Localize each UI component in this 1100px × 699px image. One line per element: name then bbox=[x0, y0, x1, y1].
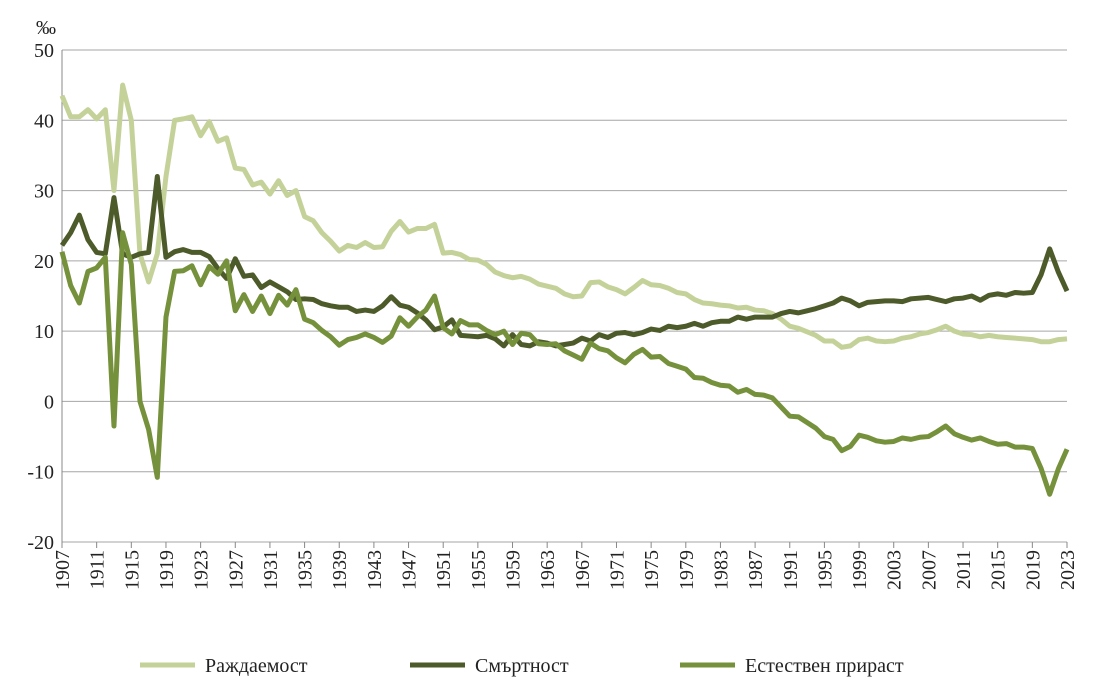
x-tick-label: 1979 bbox=[676, 550, 698, 590]
series-line bbox=[59, 230, 1070, 497]
x-tick-label: 1975 bbox=[641, 550, 663, 590]
x-tick-label: 2015 bbox=[988, 550, 1010, 590]
x-tick-label: 2023 bbox=[1057, 550, 1079, 590]
x-tick-label: 1935 bbox=[295, 550, 317, 590]
x-tick-label: 1995 bbox=[814, 550, 836, 590]
x-tick-label: 1927 bbox=[225, 550, 247, 590]
y-tick-label: 10 bbox=[34, 321, 54, 343]
x-tick-label: 1915 bbox=[121, 550, 143, 590]
y-tick-label: 50 bbox=[34, 40, 54, 62]
x-tick-label: 1987 bbox=[745, 550, 767, 590]
x-tick-label: 1939 bbox=[329, 550, 351, 590]
y-tick-label: 40 bbox=[34, 110, 54, 132]
y-axis-unit: ‰ bbox=[36, 17, 56, 39]
x-tick-label: 2007 bbox=[918, 550, 940, 590]
x-tick-label: 1959 bbox=[503, 550, 525, 590]
x-tick-label: 1967 bbox=[572, 550, 594, 590]
y-tick-label: 30 bbox=[34, 181, 54, 203]
x-tick-label: 1991 bbox=[780, 550, 802, 590]
x-tick-label: 1963 bbox=[537, 550, 559, 590]
x-tick-label: 1943 bbox=[364, 550, 386, 590]
legend-label: Раждаемост bbox=[205, 655, 308, 677]
x-tick-label: 1923 bbox=[191, 550, 213, 590]
x-tick-label: 1999 bbox=[849, 550, 871, 590]
x-tick-label: 2019 bbox=[1022, 550, 1044, 590]
x-tick-label: 1931 bbox=[260, 550, 282, 590]
x-tick-label: 1911 bbox=[87, 550, 109, 589]
x-tick-label: 1955 bbox=[468, 550, 490, 590]
y-tick-label: 0 bbox=[44, 391, 54, 413]
x-tick-label: 2003 bbox=[884, 550, 906, 590]
x-tick-label: 1919 bbox=[156, 550, 178, 590]
series-line bbox=[59, 82, 1068, 350]
x-tick-label: 1947 bbox=[399, 550, 421, 590]
legend-label: Естествен прираст bbox=[745, 655, 904, 677]
x-tick-label: 1907 bbox=[52, 550, 74, 590]
x-tick-label: 1951 bbox=[433, 550, 455, 590]
y-tick-label: -10 bbox=[27, 462, 54, 484]
legend-label: Смъртност bbox=[475, 655, 569, 677]
x-tick-label: 1971 bbox=[606, 550, 628, 590]
y-tick-label: 20 bbox=[34, 251, 54, 273]
x-tick-label: 1983 bbox=[710, 550, 732, 590]
y-tick-label: -20 bbox=[27, 532, 54, 554]
x-tick-label: 2011 bbox=[953, 550, 975, 589]
